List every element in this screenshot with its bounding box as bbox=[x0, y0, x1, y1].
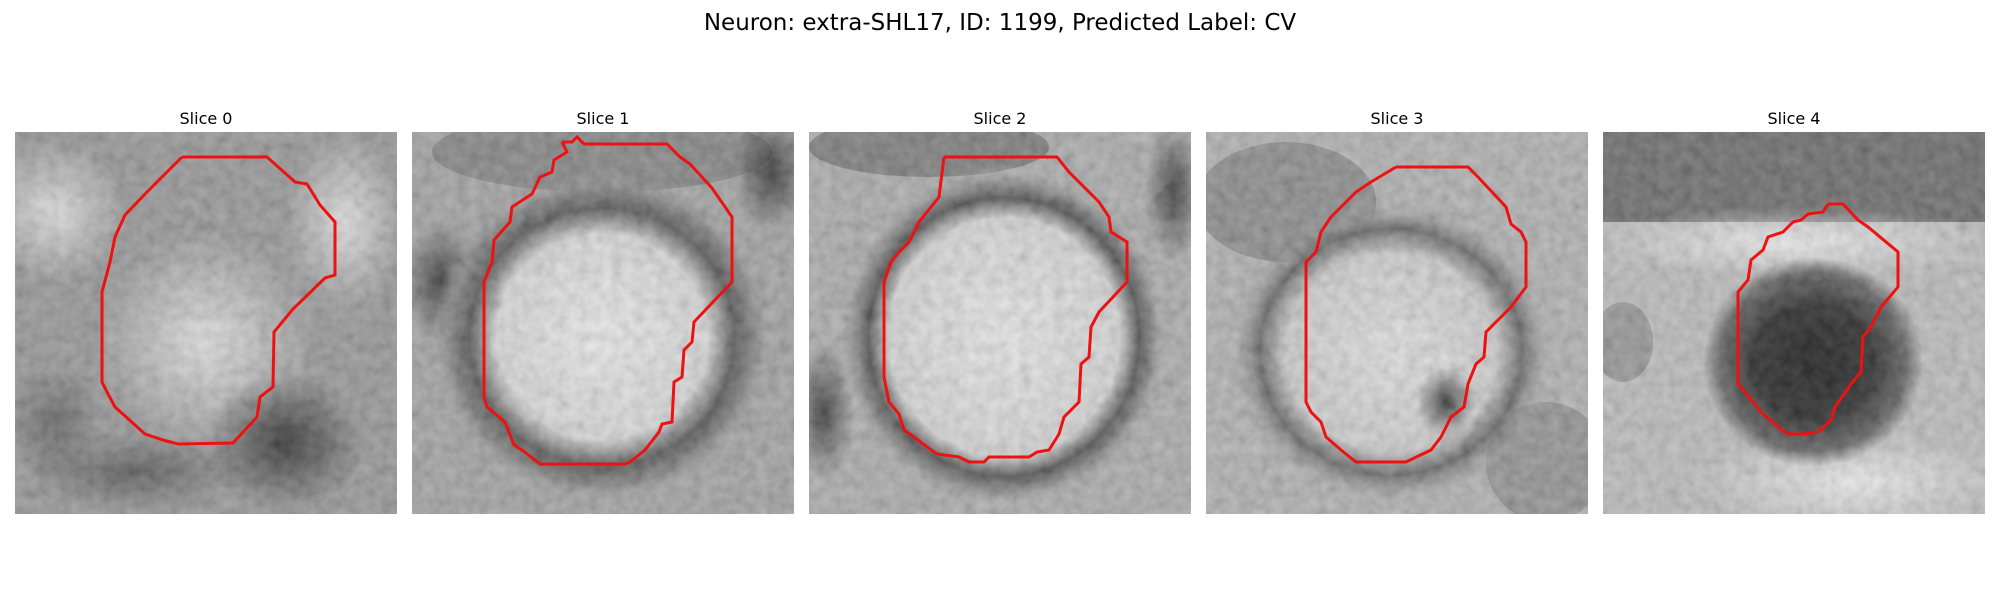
neuron-contour bbox=[1736, 202, 1900, 436]
slice-image-4 bbox=[1603, 132, 1985, 514]
neuron-contour bbox=[100, 155, 337, 446]
neuron-contour bbox=[482, 134, 734, 466]
slice-panel-0: Slice 0 bbox=[15, 108, 397, 514]
slice-title: Slice 4 bbox=[1767, 109, 1821, 128]
slice-image-1 bbox=[412, 132, 794, 514]
slice-image-3 bbox=[1206, 132, 1588, 514]
slice-panel-4: Slice 4 bbox=[1603, 108, 1985, 514]
slice-panel-3: Slice 3 bbox=[1206, 108, 1588, 514]
slice-image-0 bbox=[15, 132, 397, 514]
slice-title: Slice 1 bbox=[576, 109, 630, 128]
figure-title: Neuron: extra-SHL17, ID: 1199, Predicted… bbox=[703, 10, 1297, 36]
slice-panel-1: Slice 1 bbox=[412, 108, 794, 514]
neuron-contour bbox=[1304, 165, 1528, 464]
neuron-contour bbox=[882, 155, 1129, 464]
slice-title: Slice 3 bbox=[1370, 109, 1424, 128]
slice-panel-2: Slice 2 bbox=[809, 108, 1191, 514]
slice-title: Slice 0 bbox=[179, 109, 233, 128]
slice-image-2 bbox=[809, 132, 1191, 514]
slice-title: Slice 2 bbox=[973, 109, 1027, 128]
